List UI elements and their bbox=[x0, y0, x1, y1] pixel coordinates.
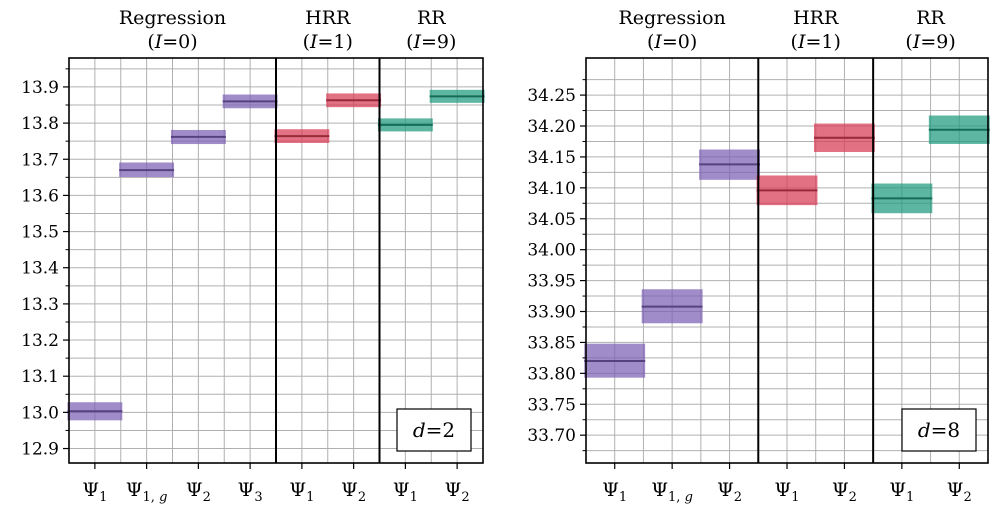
group-subtitle: (I=0) bbox=[647, 31, 697, 53]
x-tick-label: Ψ2 bbox=[832, 479, 857, 505]
y-tick-label: 13.7 bbox=[21, 150, 59, 170]
x-tick-label: Ψ1 bbox=[775, 479, 800, 505]
group-title: RR bbox=[916, 7, 945, 29]
y-tick-label: 13.4 bbox=[21, 259, 59, 279]
y-tick-label: 13.5 bbox=[21, 223, 59, 243]
y-tick-label: 33.95 bbox=[527, 272, 576, 292]
y-tick-label: 34.00 bbox=[527, 241, 576, 261]
x-tick-label: Ψ2 bbox=[341, 479, 366, 505]
x-tick-label: Ψ2 bbox=[947, 479, 972, 505]
group-subtitle: (I=1) bbox=[791, 31, 841, 53]
y-tick-label: 33.85 bbox=[527, 333, 576, 353]
y-tick-label: 33.80 bbox=[527, 364, 576, 384]
x-tick-label: Ψ2 bbox=[717, 479, 742, 505]
x-tick-label: Ψ1, g bbox=[651, 479, 693, 505]
x-tick-label: Ψ1 bbox=[393, 479, 418, 505]
group-title: Regression bbox=[119, 7, 226, 29]
x-tick-label: Ψ1 bbox=[289, 479, 314, 505]
y-tick-label: 13.3 bbox=[21, 295, 59, 315]
y-tick-label: 34.05 bbox=[527, 210, 576, 230]
y-tick-label: 13.1 bbox=[21, 367, 59, 387]
panel-left: Ψ1 Ψ1, g Ψ2 Ψ3 Ψ1 Ψ2 Ψ1 Ψ2 12.9 13.0 13.1 13.2 13.3 1… bbox=[21, 7, 485, 505]
group-subtitle: (I=1) bbox=[303, 31, 353, 53]
panel-right: Ψ1 Ψ1, g Ψ2 Ψ1 Ψ2 Ψ1 Ψ2 33.70 33.75 33.80 33.85 33.… bbox=[527, 7, 990, 505]
y-tick-label: 34.25 bbox=[527, 86, 576, 106]
group-title: HRR bbox=[793, 7, 839, 29]
y-tick-label: 34.20 bbox=[527, 117, 576, 137]
annotation-label: d=8 bbox=[918, 418, 960, 442]
y-tick-label: 13.2 bbox=[21, 331, 59, 351]
y-tick-label: 33.75 bbox=[527, 395, 576, 415]
y-tick-label: 34.15 bbox=[527, 148, 576, 168]
y-tick-label: 12.9 bbox=[21, 440, 59, 460]
x-tick-label: Ψ1, g bbox=[126, 479, 168, 505]
plot-frame bbox=[585, 57, 989, 464]
group-subtitle: (I=0) bbox=[147, 31, 197, 53]
annotation-box bbox=[396, 408, 472, 452]
group-title: RR bbox=[417, 7, 446, 29]
x-tick-label: Ψ1 bbox=[602, 479, 627, 505]
x-tick-label: Ψ1 bbox=[889, 479, 914, 505]
annotation-label: d=2 bbox=[413, 418, 455, 442]
x-tick-label: Ψ3 bbox=[238, 479, 263, 505]
annotation-box bbox=[901, 408, 977, 452]
y-tick-label: 13.6 bbox=[21, 186, 59, 206]
x-tick-label: Ψ1 bbox=[82, 479, 107, 505]
group-subtitle: (I=9) bbox=[905, 31, 955, 53]
x-tick-label: Ψ2 bbox=[186, 479, 211, 505]
group-title: HRR bbox=[305, 7, 351, 29]
y-tick-label: 33.70 bbox=[527, 426, 576, 446]
group-title: Regression bbox=[618, 7, 725, 29]
y-tick-label: 13.8 bbox=[21, 114, 59, 134]
y-tick-label: 13.9 bbox=[21, 78, 59, 98]
y-tick-label: 13.0 bbox=[21, 403, 59, 423]
y-tick-label: 34.10 bbox=[527, 179, 576, 199]
y-tick-label: 33.90 bbox=[527, 303, 576, 323]
group-subtitle: (I=9) bbox=[406, 31, 456, 53]
plot-frame bbox=[68, 57, 484, 464]
x-tick-label: Ψ2 bbox=[445, 479, 470, 505]
